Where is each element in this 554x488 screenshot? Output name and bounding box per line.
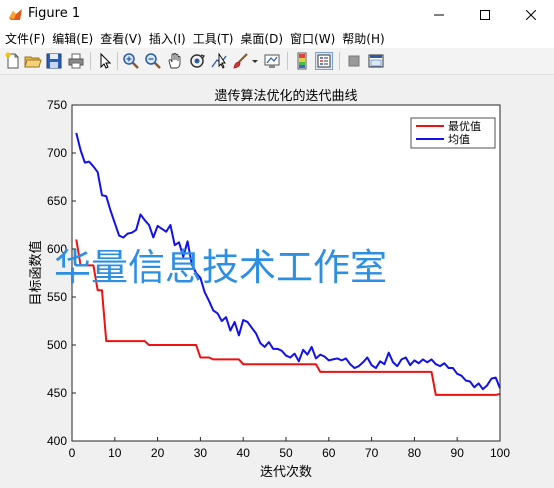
maximize-button[interactable] <box>462 0 508 29</box>
menu-bar: 文件(F) 编辑(E) 查看(V) 插入(I) 工具(T) 桌面(D) 窗口(W… <box>0 29 554 48</box>
series-line-best[interactable] <box>75 239 501 396</box>
y-tick-label: 550 <box>47 290 67 304</box>
brush-icon[interactable] <box>232 52 250 70</box>
x-tick-label: 40 <box>237 446 251 460</box>
hide-plot-tools-icon[interactable] <box>345 52 363 70</box>
menu-view[interactable]: 查看(V) <box>100 32 142 46</box>
menu-window[interactable]: 窗口(W) <box>290 32 336 46</box>
chart-title: 遗传算法优化的迭代曲线 <box>214 88 357 104</box>
y-tick-label: 600 <box>47 242 67 256</box>
x-axis-label: 迭代次数 <box>260 464 312 480</box>
menu-help[interactable]: 帮助(H) <box>342 32 385 46</box>
legend[interactable]: 最优值 均值 <box>410 117 496 149</box>
zoom-in-icon[interactable] <box>122 52 140 70</box>
matlab-figure-icon <box>9 9 22 20</box>
menu-tools[interactable]: 工具(T) <box>192 32 234 46</box>
zoom-out-icon[interactable] <box>144 52 162 70</box>
menu-desktop[interactable]: 桌面(D) <box>240 32 284 46</box>
figure-toolbar <box>0 48 554 75</box>
watermark-text: 华量信息技术工作室 <box>54 246 387 289</box>
axes-background <box>72 105 500 441</box>
x-tick-label: 0 <box>69 446 76 460</box>
edit-plot-icon[interactable] <box>96 52 114 70</box>
x-tick-label: 80 <box>408 446 422 460</box>
y-tick-label: 450 <box>47 386 67 400</box>
link-plot-icon[interactable] <box>263 52 281 70</box>
toolbar-separator <box>117 52 118 70</box>
y-tick-label: 750 <box>47 98 67 112</box>
x-tick-label: 90 <box>451 446 465 460</box>
minimize-icon <box>434 14 444 15</box>
open-file-icon[interactable] <box>24 52 42 70</box>
close-button[interactable] <box>508 0 554 29</box>
menu-edit[interactable]: 编辑(E) <box>52 32 94 46</box>
y-tick-label: 650 <box>47 194 67 208</box>
show-plot-tools-icon[interactable] <box>367 52 385 70</box>
chart[interactable]: 0 10 20 30 40 50 60 70 80 90 100 400 450 500 550 600 650… <box>0 75 554 488</box>
brush-dropdown-icon[interactable] <box>251 52 259 70</box>
legend-label-best: 最优值 <box>448 120 481 133</box>
x-tick-label: 30 <box>194 446 208 460</box>
close-icon <box>526 9 536 20</box>
insert-colorbar-icon[interactable] <box>293 52 311 70</box>
rotate-3d-icon[interactable] <box>188 52 206 70</box>
minimize-button[interactable] <box>416 0 462 29</box>
toolbar-separator <box>90 52 91 70</box>
insert-legend-icon[interactable] <box>315 52 333 70</box>
x-tick-label: 70 <box>365 446 379 460</box>
legend-box <box>410 117 496 149</box>
menu-insert[interactable]: 插入(I) <box>148 32 186 46</box>
menu-file[interactable]: 文件(F) <box>5 32 46 46</box>
window-title: Figure 1 <box>28 6 81 21</box>
y-tick-label: 400 <box>47 434 67 448</box>
toolbar-separator <box>339 52 340 70</box>
figure-canvas: 0 10 20 30 40 50 60 70 80 90 100 400 450 500 550 600 650… <box>0 75 554 488</box>
x-tick-label: 20 <box>151 446 165 460</box>
tick-layer: 0 10 20 30 40 50 60 70 80 90 100 400 450 500 550 600 650… <box>47 98 510 460</box>
window-titlebar: Figure 1 <box>0 0 554 29</box>
new-figure-icon[interactable] <box>4 52 22 70</box>
x-tick-label: 100 <box>490 446 510 460</box>
save-icon[interactable] <box>45 52 63 70</box>
x-tick-label: 60 <box>322 446 336 460</box>
legend-label-mean: 均值 <box>448 133 470 146</box>
y-tick-label: 700 <box>47 146 67 160</box>
series-layer <box>75 132 501 396</box>
y-tick-label: 500 <box>47 338 67 352</box>
print-icon[interactable] <box>67 52 85 70</box>
pan-icon[interactable] <box>166 52 184 70</box>
toolbar-separator <box>287 52 288 70</box>
y-axis-label: 目标函数值 <box>28 240 44 305</box>
x-tick-label: 10 <box>108 446 122 460</box>
series-line-mean[interactable] <box>75 132 501 391</box>
data-cursor-icon[interactable] <box>210 52 228 70</box>
maximize-icon <box>480 9 490 20</box>
x-tick-label: 50 <box>279 446 293 460</box>
